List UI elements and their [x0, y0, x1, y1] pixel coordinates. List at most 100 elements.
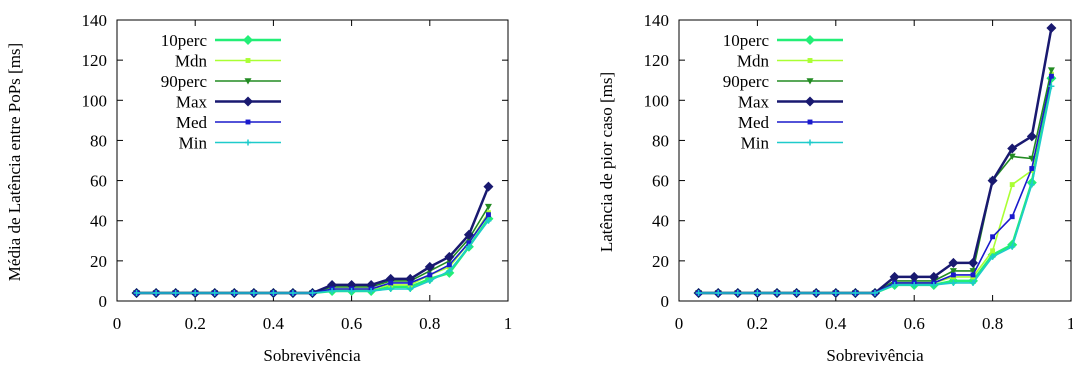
data-point [387, 285, 394, 292]
series-line [136, 217, 490, 295]
series-line [136, 214, 490, 294]
legend-marker [245, 119, 251, 125]
data-point [695, 289, 702, 296]
x-tick-label: 0.6 [341, 314, 362, 333]
y-tick-label: 100 [82, 91, 108, 110]
data-point [407, 280, 413, 286]
legend-label: Mdn [175, 52, 208, 71]
series-line [136, 212, 490, 294]
data-point [715, 289, 722, 296]
series-line [136, 220, 490, 294]
legend-marker [805, 96, 815, 107]
data-point [1008, 153, 1016, 160]
y-tick-label: 100 [644, 91, 670, 110]
data-point [928, 271, 939, 282]
data-point [250, 289, 257, 296]
series-med [134, 212, 491, 296]
data-point [385, 273, 396, 284]
legend-marker [807, 139, 813, 146]
legend-label: 10perc [161, 31, 208, 50]
data-point [465, 243, 472, 250]
y-tick-label: 140 [644, 11, 670, 30]
data-point [968, 257, 978, 268]
x-tick-label: 0.4 [263, 314, 285, 333]
data-point [485, 217, 492, 224]
data-point [950, 279, 957, 286]
legend-label: Mdn [737, 52, 770, 71]
data-point [172, 289, 179, 296]
data-point [153, 289, 160, 296]
series-90perc [133, 203, 492, 297]
legend-label: Min [179, 134, 208, 153]
y-tick-label: 120 [644, 51, 670, 70]
data-point [346, 279, 357, 290]
data-point [1029, 166, 1035, 171]
data-point [1007, 143, 1018, 154]
x-tick-label: 0 [113, 314, 122, 333]
y-tick-label: 40 [652, 212, 669, 231]
series-10perc [131, 213, 494, 298]
data-point [368, 287, 375, 294]
legend-label: Max [176, 93, 208, 112]
legend-label: Max [738, 93, 770, 112]
data-point [329, 287, 336, 294]
legend-label: 90perc [161, 72, 208, 91]
x-tick-label: 0.6 [904, 314, 925, 333]
data-point [466, 240, 472, 246]
data-point [852, 289, 859, 296]
data-point [911, 281, 918, 288]
legend-label: Min [741, 134, 770, 153]
data-point [348, 287, 355, 294]
legend-marker [243, 96, 253, 107]
data-point [484, 203, 492, 211]
data-point [327, 279, 338, 290]
data-point [407, 285, 414, 292]
x-tick-label: 1 [504, 314, 513, 333]
data-point [1048, 73, 1054, 79]
y-tick-label: 80 [652, 131, 669, 150]
plot-frame [678, 19, 1072, 302]
data-point [949, 268, 957, 275]
data-point [388, 280, 394, 286]
legend-label: Med [738, 113, 770, 132]
data-point [446, 267, 453, 274]
x-tick-label: 0.8 [419, 314, 440, 333]
data-point [192, 289, 199, 296]
legend-marker [243, 35, 253, 45]
y-tick-label: 120 [82, 51, 108, 70]
data-point [990, 234, 996, 240]
legend-marker [245, 139, 251, 146]
y-tick-label: 20 [652, 252, 669, 271]
data-point [463, 229, 474, 240]
y-tick-label: 40 [90, 212, 107, 231]
x-tick-label: 0.2 [185, 314, 206, 333]
legend-marker [807, 119, 813, 125]
data-point [969, 268, 977, 275]
series-max [131, 181, 494, 298]
data-point [734, 289, 741, 296]
y-tick-label: 0 [661, 292, 670, 311]
data-point [872, 289, 878, 296]
data-point [133, 289, 140, 296]
legend-label: Med [176, 113, 208, 132]
data-point [813, 289, 820, 296]
series-min [133, 217, 492, 296]
data-point [427, 272, 433, 278]
data-point [754, 289, 761, 296]
data-point [211, 289, 218, 296]
data-point [1026, 131, 1037, 142]
data-point [1009, 214, 1015, 220]
data-point [424, 261, 435, 272]
data-point [1048, 83, 1055, 90]
data-point [970, 272, 976, 278]
data-point [1009, 243, 1016, 250]
y-tick-label: 60 [90, 172, 107, 191]
data-point [891, 281, 898, 288]
x-tick-label: 0.2 [747, 314, 768, 333]
y-axis-label: Média de Latência entre PoPs [ms] [5, 43, 24, 281]
y-tick-label: 80 [90, 131, 107, 150]
legend-marker [805, 35, 815, 45]
x-tick-label: 0.4 [825, 314, 847, 333]
data-point [793, 289, 800, 296]
